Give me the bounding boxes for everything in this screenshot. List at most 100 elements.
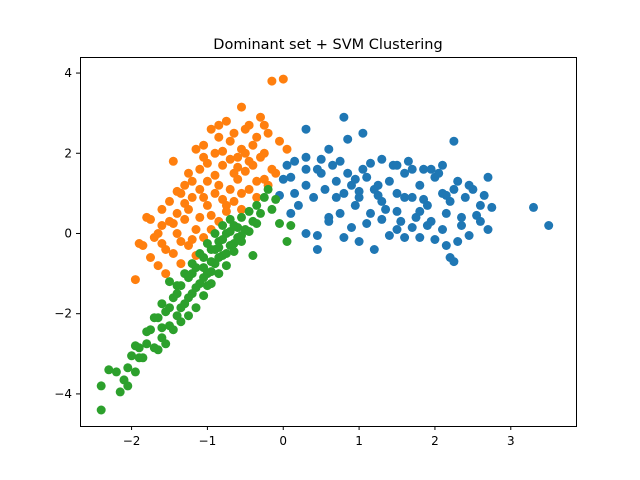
data-point [134,353,144,363]
data-point [252,176,262,186]
data-point [339,112,349,122]
data-point [218,160,228,170]
data-point [529,202,538,212]
data-point [206,124,216,134]
x-tick-label: −1 [199,434,217,448]
data-point [130,341,140,351]
data-point [244,206,254,216]
data-point [256,112,265,122]
data-point [403,156,413,166]
data-point [366,158,375,168]
data-point [252,219,262,228]
data-point [354,237,364,246]
data-point [214,253,224,262]
data-point [221,261,231,271]
data-point [275,219,284,228]
data-point [441,241,451,250]
data-point [191,225,201,234]
data-point [218,194,228,204]
data-point [172,281,182,291]
data-point [153,229,163,238]
data-point [312,164,322,174]
data-point [263,128,273,138]
data-point [237,102,246,112]
data-point [350,200,360,210]
data-point [487,202,497,212]
data-point [464,231,474,240]
data-point [256,152,265,162]
series-1 [130,74,292,285]
data-point [430,235,440,244]
data-point [343,168,353,178]
data-point [267,76,277,86]
data-point [96,405,106,415]
data-point [377,214,387,224]
data-point [168,249,178,258]
points-layer [96,74,554,415]
data-point [176,259,186,269]
data-point [301,180,311,190]
data-point [316,154,326,164]
data-point [180,180,190,190]
data-point [210,229,220,238]
data-point [373,180,383,190]
data-point [252,132,262,142]
data-point [202,200,212,210]
data-point [256,208,265,218]
x-tick-label: 2 [431,434,439,448]
data-point [157,204,167,214]
data-point [195,212,205,222]
data-point [225,136,235,146]
data-point [195,164,205,174]
data-point [426,164,436,174]
data-point [312,231,322,240]
data-point [165,196,174,206]
data-point [460,192,470,202]
x-tick-label: 0 [279,434,287,448]
data-point [331,192,341,202]
data-point [218,146,228,156]
data-point [187,259,197,269]
data-point [202,239,212,248]
series-2 [96,184,296,415]
data-point [449,136,459,146]
data-point [157,299,167,309]
data-point [415,233,425,242]
data-point [328,160,338,170]
data-point [111,367,121,377]
data-point [453,176,463,186]
data-point [187,192,197,202]
data-point [202,176,212,186]
data-point [142,339,152,349]
data-point [400,192,410,202]
series-0 [275,112,554,267]
data-point [168,325,178,335]
data-point [184,168,193,178]
data-point [290,188,300,198]
data-point [392,188,402,198]
data-point [415,180,425,190]
data-point [244,120,254,130]
data-point [400,233,410,242]
data-point [267,164,277,174]
data-point [161,269,171,279]
data-point [146,253,155,262]
data-point [225,227,235,236]
data-point [282,144,292,154]
data-point [339,188,349,198]
data-point [457,212,466,222]
data-point [229,239,239,248]
data-point [180,214,190,224]
data-point [165,277,174,287]
data-point [214,180,224,190]
data-point [278,74,288,84]
data-point [248,140,258,150]
data-point [415,206,425,216]
data-point [206,257,216,267]
data-point [282,237,292,246]
data-point [237,204,246,214]
data-point [214,243,224,252]
data-point [233,162,243,172]
data-point [392,225,402,234]
x-axis: −2 −1 0 1 2 3 [123,426,515,448]
